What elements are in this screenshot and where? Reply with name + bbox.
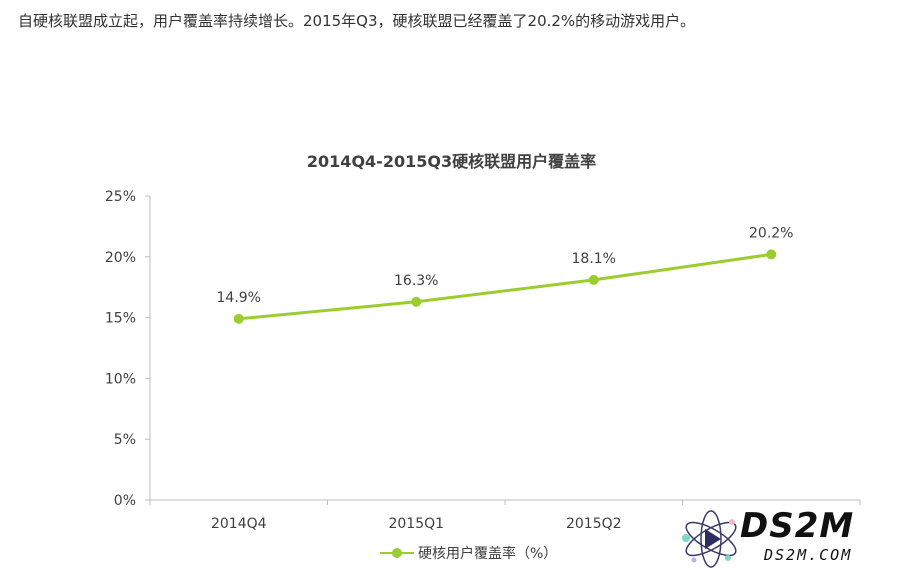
x-tick-label: 2014Q4 [211,516,267,532]
data-point [766,249,777,260]
y-tick-label: 0% [114,493,136,509]
atom-logo-icon [682,510,737,568]
data-label: 14.9% [217,290,261,306]
data-label: 16.3% [394,273,438,289]
x-tick-label: 2015Q1 [388,516,444,532]
y-tick-label: 10% [105,371,136,387]
y-tick-label: 25% [105,189,136,205]
data-label: 18.1% [572,251,616,267]
data-point [588,274,599,285]
data-point [233,313,244,324]
series-line [238,252,772,321]
caption-text: 自硬核联盟成立起，用户覆盖率持续增长。2015年Q3，硬核联盟已经覆盖了20.2… [18,12,696,30]
watermark-text: DS2M [740,506,855,546]
legend: 硬核用户覆盖率（%） [380,543,557,563]
y-tick-label: 15% [105,311,136,327]
watermark-logo: DS2M DS2M.COM [680,506,895,572]
legend-swatch [380,547,414,559]
legend-label: 硬核用户覆盖率（%） [418,546,558,562]
y-tick-label: 5% [114,432,136,448]
watermark-subtext: DS2M.COM [764,546,853,564]
data-point [411,296,422,307]
data-label: 20.2% [749,225,793,241]
y-tick-label: 20% [105,250,136,266]
x-tick-label: 2015Q2 [566,516,622,532]
chart-title: 2014Q4-2015Q3硬核联盟用户覆盖率 [306,152,597,171]
